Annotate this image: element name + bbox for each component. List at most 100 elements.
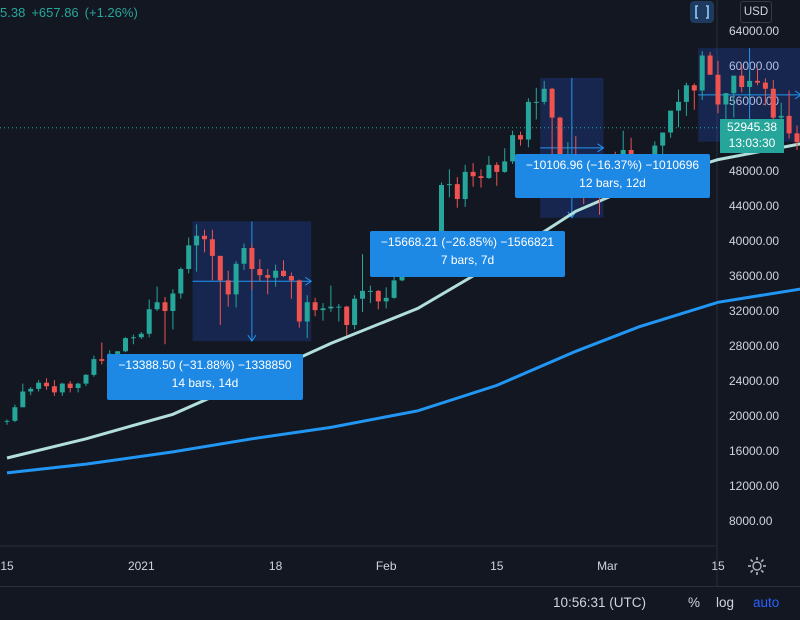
- candle-body: [67, 383, 73, 388]
- candle-body: [502, 161, 508, 172]
- candle-body: [518, 135, 523, 140]
- candle-body: [202, 235, 207, 240]
- x-tick-label: Feb: [376, 559, 397, 573]
- candle-body: [494, 164, 500, 172]
- candle-body: [273, 270, 279, 278]
- y-tick-label: 64000.00: [729, 24, 779, 38]
- candle-body: [130, 337, 136, 339]
- candle-body: [44, 382, 49, 387]
- header-price: 5.38: [0, 5, 26, 20]
- price-chart[interactable]: 64000.0060000.0056000.0052000.0048000.00…: [0, 0, 800, 586]
- candle-body: [186, 245, 192, 269]
- x-tick-label: 15: [0, 559, 14, 573]
- candle-body: [162, 302, 168, 311]
- y-tick-label: 8000.00: [729, 514, 773, 528]
- candle-body: [194, 235, 200, 246]
- reset-scale-button[interactable]: [690, 1, 714, 23]
- candle-body: [454, 184, 460, 199]
- y-tick-label: 28000.00: [729, 339, 779, 353]
- candle-body: [707, 55, 713, 75]
- candle-body: [304, 302, 310, 322]
- candle-body: [360, 290, 365, 299]
- auto-scale-toggle[interactable]: auto: [753, 595, 780, 610]
- y-tick-label: 24000.00: [729, 374, 779, 388]
- candle-body: [541, 88, 547, 102]
- measure-arrowhead-right: [597, 143, 605, 153]
- candle-body: [375, 290, 381, 302]
- candle-body: [739, 75, 745, 87]
- utc-clock[interactable]: 10:56:31 (UTC): [553, 595, 647, 610]
- candle-body: [28, 388, 34, 392]
- candle-body: [138, 333, 144, 338]
- candle-body: [312, 302, 318, 311]
- candle-body: [281, 270, 286, 276]
- bottom-toolbar: 10:56:31 (UTC) % log auto: [0, 586, 800, 620]
- y-tick-label: 16000.00: [729, 444, 779, 458]
- header-change-pct: (+1.26%): [84, 5, 138, 20]
- candle-body: [51, 386, 57, 393]
- measure-2-change: −15668.21 (−26.85%) −1566821: [380, 235, 555, 249]
- candle-body: [320, 308, 326, 311]
- y-tick-label: 48000.00: [729, 164, 779, 178]
- measure-label-3: −10106.96 (−16.37%) −1010696 12 bars, 12…: [515, 154, 710, 198]
- candle-body: [99, 359, 105, 361]
- measure-arrowhead-down: [247, 334, 257, 343]
- candle-body: [462, 171, 468, 199]
- candle-body: [12, 407, 18, 421]
- candle-body: [249, 248, 255, 269]
- candle-body: [257, 269, 263, 276]
- candle-body: [391, 280, 397, 298]
- measure-label-2: −15668.21 (−26.85%) −1566821 7 bars, 7d: [370, 231, 565, 277]
- currency-label[interactable]: USD: [740, 1, 772, 23]
- candle-body: [20, 391, 26, 408]
- candle-body: [123, 338, 128, 352]
- gear-icon[interactable]: [746, 555, 768, 577]
- candle-body: [549, 88, 555, 118]
- candle-body: [486, 164, 492, 178]
- candle-body: [59, 383, 65, 393]
- candle-body: [676, 101, 681, 111]
- log-scale-toggle[interactable]: log: [716, 595, 735, 610]
- candle-body: [699, 55, 705, 91]
- percent-scale-toggle[interactable]: %: [688, 595, 701, 610]
- candle-body: [557, 117, 563, 164]
- candle-body: [170, 293, 176, 311]
- y-tick-label: 32000.00: [729, 304, 779, 318]
- candle-body: [352, 298, 358, 325]
- candle-body: [367, 290, 373, 292]
- price-header: 5.38 +657.86 (+1.26%): [0, 5, 144, 20]
- header-change: +657.86: [31, 5, 79, 20]
- x-tick-label: 15: [711, 559, 725, 573]
- x-tick-label: 18: [269, 559, 283, 573]
- candle-body: [525, 101, 531, 140]
- candle-body: [296, 280, 302, 322]
- x-tick-label: 2021: [128, 559, 155, 573]
- y-tick-label: 40000.00: [729, 234, 779, 248]
- measure-arrowhead-right: [304, 276, 313, 286]
- candle-body: [510, 135, 516, 162]
- y-tick-label: 36000.00: [729, 269, 779, 283]
- candle-body: [762, 82, 768, 89]
- candle-body: [241, 248, 247, 264]
- candle-body: [723, 93, 729, 105]
- candle-body: [225, 280, 231, 295]
- y-tick-label: 20000.00: [729, 409, 779, 423]
- bar-countdown: 13:03:30: [728, 136, 776, 150]
- y-tick-label: 44000.00: [729, 199, 779, 213]
- candle-body: [91, 359, 97, 375]
- candle-body: [83, 374, 89, 384]
- x-tick-label: Mar: [597, 559, 618, 573]
- measure-label-1: −13388.50 (−31.88%) −1338850 14 bars, 14…: [107, 354, 303, 400]
- candle-body: [146, 309, 152, 334]
- measure-2-bars: 7 bars, 7d: [440, 253, 495, 267]
- candle-body: [786, 115, 792, 134]
- candle-body: [446, 184, 452, 186]
- y-tick-label: 12000.00: [729, 479, 779, 493]
- candle-body: [154, 302, 160, 310]
- reset-scale-icon: [695, 5, 709, 19]
- candle-body: [115, 351, 121, 354]
- candle-body: [770, 88, 776, 118]
- candle-body: [747, 80, 753, 87]
- measure-arrowhead-right: [794, 90, 800, 100]
- measure-1-bars: 14 bars, 14d: [171, 376, 239, 390]
